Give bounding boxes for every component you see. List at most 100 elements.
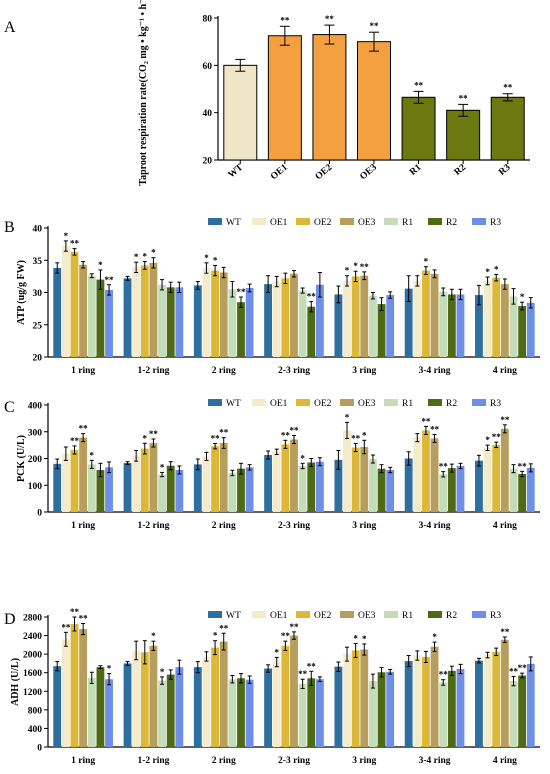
bar xyxy=(483,447,492,512)
bar xyxy=(439,682,448,747)
bar xyxy=(490,96,525,161)
bar xyxy=(500,284,509,357)
bar xyxy=(166,465,175,512)
significance-mark: * xyxy=(98,260,103,270)
y-tick-label: 40 xyxy=(33,225,43,235)
bar xyxy=(211,270,219,357)
significance-mark: ** xyxy=(459,93,469,103)
significance-mark: ** xyxy=(70,607,80,617)
panel-label: C xyxy=(4,399,15,416)
legend-swatch xyxy=(252,218,266,225)
y-tick-label: 0 xyxy=(37,744,42,754)
significance-mark: ** xyxy=(149,429,159,439)
bar xyxy=(386,671,395,747)
significance-mark: ** xyxy=(414,80,424,90)
bar xyxy=(272,281,281,357)
significance-mark: ** xyxy=(70,436,80,446)
bar xyxy=(369,681,377,747)
significance-mark: * xyxy=(353,633,358,643)
significance-mark: * xyxy=(160,462,165,472)
bar xyxy=(96,470,105,512)
bar xyxy=(202,267,211,357)
bar xyxy=(404,458,413,512)
significance-mark: ** xyxy=(281,631,291,641)
bar xyxy=(360,275,369,357)
x-tick-label: 3-4 ring xyxy=(419,756,451,766)
y-tick-label: 20 xyxy=(33,354,43,364)
significance-mark: * xyxy=(213,255,218,265)
bar xyxy=(307,678,316,747)
significance-mark: ** xyxy=(61,622,71,632)
bar xyxy=(509,468,518,512)
bar xyxy=(351,276,360,357)
y-tick-label: 400 xyxy=(28,725,43,735)
significance-mark: * xyxy=(432,632,437,642)
significance-mark: * xyxy=(160,667,165,677)
bar xyxy=(237,678,245,747)
significance-mark: ** xyxy=(298,669,308,679)
legend-swatch xyxy=(428,399,442,406)
legend-swatch xyxy=(296,399,310,406)
x-tick-label: 1 ring xyxy=(71,756,95,766)
bar xyxy=(298,683,307,747)
legend-label: OE1 xyxy=(270,218,288,228)
legend-swatch xyxy=(472,399,486,406)
legend-label: WT xyxy=(226,611,241,621)
bar xyxy=(386,470,395,512)
bar xyxy=(272,662,281,747)
panel-label: B xyxy=(4,219,15,236)
bar xyxy=(61,453,70,512)
significance-mark: ** xyxy=(236,287,246,297)
significance-mark: ** xyxy=(500,415,510,425)
legend-swatch xyxy=(208,218,222,225)
significance-mark: ** xyxy=(281,430,291,440)
bar xyxy=(386,295,395,357)
bar xyxy=(369,459,377,512)
bar xyxy=(166,674,175,747)
bar xyxy=(175,470,184,512)
y-tick-label: 35 xyxy=(33,257,43,267)
bar xyxy=(492,444,501,512)
y-tick-label: 30 xyxy=(33,289,43,299)
bar xyxy=(79,437,88,512)
significance-mark: ** xyxy=(518,461,528,471)
x-tick-label: WT xyxy=(227,162,246,180)
panel-label: D xyxy=(4,611,16,628)
x-tick-label: R3 xyxy=(497,162,513,177)
legend-swatch xyxy=(384,611,398,618)
bar xyxy=(315,679,324,747)
legend-swatch xyxy=(384,218,398,225)
bar xyxy=(193,464,202,512)
bar xyxy=(483,655,492,747)
y-tick-label: 20 xyxy=(203,157,213,167)
legend-label: OE2 xyxy=(314,218,332,228)
bar xyxy=(53,463,62,512)
significance-mark: ** xyxy=(370,21,380,31)
bar xyxy=(404,661,413,747)
significance-mark: * xyxy=(345,266,350,276)
bar xyxy=(237,468,245,512)
bar xyxy=(430,438,439,512)
y-tick-label: 60 xyxy=(203,62,213,72)
bar xyxy=(334,666,343,747)
bar xyxy=(343,430,351,512)
bar xyxy=(307,306,316,357)
bar xyxy=(219,641,228,747)
y-tick-label: 40 xyxy=(203,109,213,119)
bar xyxy=(422,270,430,357)
x-tick-label: OE1 xyxy=(269,162,290,182)
bar xyxy=(228,472,237,512)
significance-mark: ** xyxy=(439,670,449,680)
x-tick-label: 2 ring xyxy=(212,521,236,531)
bar xyxy=(264,284,273,357)
legend-swatch xyxy=(296,611,310,618)
significance-mark: * xyxy=(274,647,279,657)
y-tick-label: 0 xyxy=(37,509,42,519)
bar xyxy=(369,295,377,357)
significance-mark: ** xyxy=(503,83,513,93)
legend-label: R2 xyxy=(446,611,457,621)
bar xyxy=(132,455,141,512)
x-tick-label: 3-4 ring xyxy=(419,521,451,531)
bar xyxy=(492,651,501,747)
bar xyxy=(223,64,258,161)
